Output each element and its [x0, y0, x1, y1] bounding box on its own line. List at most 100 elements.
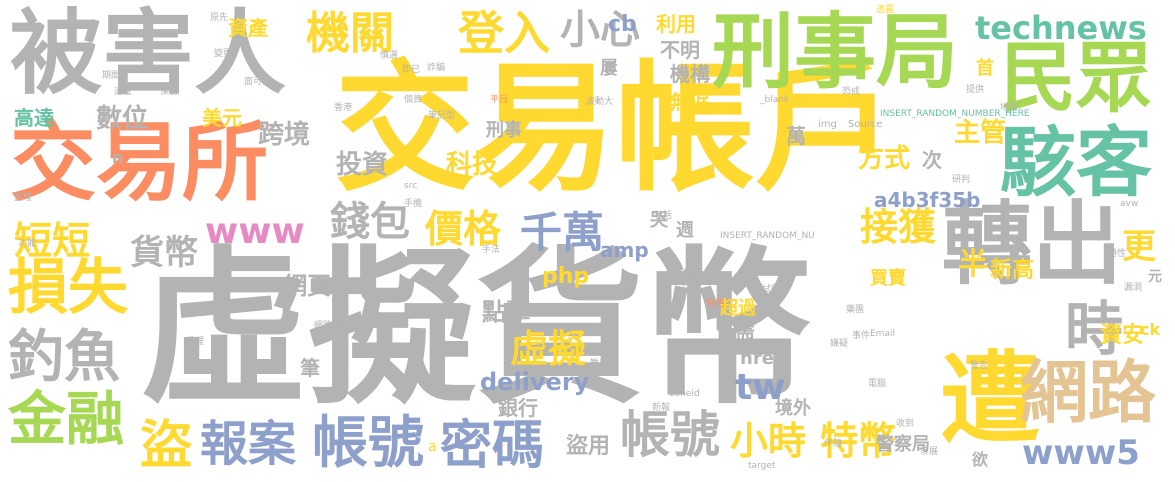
word: 包括: [654, 211, 673, 221]
word: 買賣: [870, 268, 906, 289]
word: 元: [1148, 269, 1162, 285]
word: 屢: [600, 58, 618, 79]
word: 網頁: [283, 272, 331, 300]
word: 帳號: [620, 406, 720, 464]
word: 境外: [775, 398, 811, 419]
word: 資安: [1100, 323, 1145, 348]
word: 亦: [250, 359, 260, 369]
word: 變更: [214, 49, 233, 59]
word: 電腦: [868, 379, 887, 389]
word: Email: [870, 329, 895, 339]
word: avw: [1120, 199, 1139, 209]
word: ck: [1140, 320, 1161, 339]
word: 釣魚: [8, 325, 120, 390]
word: 虛擬: [510, 327, 587, 371]
word: 小時: [730, 419, 807, 463]
word: cb: [608, 12, 637, 37]
word: 漏洞: [1124, 283, 1143, 293]
word: 價格: [425, 207, 502, 251]
word: 藥團: [846, 305, 865, 315]
word: 筆記型: [428, 111, 456, 121]
word: 交易帳戶: [335, 48, 896, 211]
word: 萬: [786, 124, 806, 148]
word: 交易所: [10, 113, 268, 213]
word: 地區: [1000, 103, 1019, 113]
word: 短短: [14, 219, 91, 263]
word: 波動大: [586, 97, 614, 107]
word: 刑事: [486, 120, 522, 141]
word: a: [428, 439, 437, 455]
word: 研判: [952, 175, 971, 185]
word: 平日: [490, 95, 509, 105]
word: 發展: [920, 447, 939, 457]
word: 美元: [202, 106, 242, 130]
word: 首: [976, 58, 994, 79]
word: 香港: [334, 103, 353, 113]
word: _blank: [760, 95, 790, 105]
word: 不明: [660, 38, 700, 62]
word: 受理: [186, 337, 205, 347]
word: 跨境: [258, 120, 311, 150]
word: 追查: [114, 87, 133, 97]
word: 次: [922, 148, 942, 172]
word: img: [818, 119, 837, 130]
word: 手法: [482, 245, 501, 255]
word: 投資: [336, 150, 389, 180]
word: delivery: [480, 368, 590, 396]
word: amp: [600, 238, 649, 262]
word: INSERT_RANDOM_NU: [720, 231, 815, 241]
word: 時: [1065, 295, 1124, 363]
word: 民眾: [1000, 33, 1152, 122]
word: 密碼: [440, 416, 545, 476]
word: 警告: [970, 361, 989, 371]
word: 創: [680, 268, 698, 289]
word: 提供: [966, 85, 985, 95]
word: 特幣: [820, 419, 897, 463]
word: 詐騙: [427, 63, 446, 73]
word: href: [740, 348, 782, 369]
word: 需: [735, 318, 755, 342]
word: 特性: [1108, 249, 1127, 259]
word: 筆: [300, 356, 320, 380]
word: 銀行: [498, 396, 538, 420]
word: 方式: [858, 144, 911, 174]
word: 駭客: [1000, 118, 1152, 207]
word: 科技: [446, 150, 499, 180]
word: 收到: [896, 419, 915, 429]
word: 慎選: [380, 51, 399, 61]
word: 期間: [102, 71, 121, 81]
word: 欲: [972, 450, 989, 469]
word: 伴隨: [824, 439, 843, 449]
word: 半: [958, 247, 988, 282]
word: www5: [1022, 433, 1140, 473]
word: 虛擬貨幣: [140, 231, 812, 427]
word: 接獲: [860, 205, 937, 249]
word: 點擊: [482, 298, 530, 326]
word: 警察局: [876, 434, 930, 455]
word: 網路銀行: [314, 321, 351, 331]
word: a4b3f35b: [874, 188, 981, 212]
word: 盜用: [566, 434, 611, 459]
word: 恐成: [842, 87, 861, 97]
word: 機關: [306, 8, 394, 59]
word: 新高: [990, 258, 1035, 283]
word: 利用: [656, 12, 696, 36]
word: 個資: [404, 95, 423, 105]
word: 透露: [876, 5, 895, 15]
word: 金融: [8, 385, 125, 453]
word: 嫌疑: [830, 339, 849, 349]
word: 新報: [652, 403, 671, 413]
word: tw: [735, 367, 786, 408]
word: 錢包: [330, 199, 410, 245]
word: Source: [848, 119, 883, 130]
word: zoneid: [670, 389, 700, 399]
word: 難以: [590, 359, 609, 369]
word: 超過: [720, 298, 756, 319]
word: 試圖: [762, 285, 781, 295]
word: 主管: [954, 118, 1007, 148]
word: 小心: [560, 7, 640, 53]
word: 週: [676, 220, 694, 241]
word: 遭: [940, 341, 1040, 458]
word: 網路: [1020, 354, 1157, 433]
